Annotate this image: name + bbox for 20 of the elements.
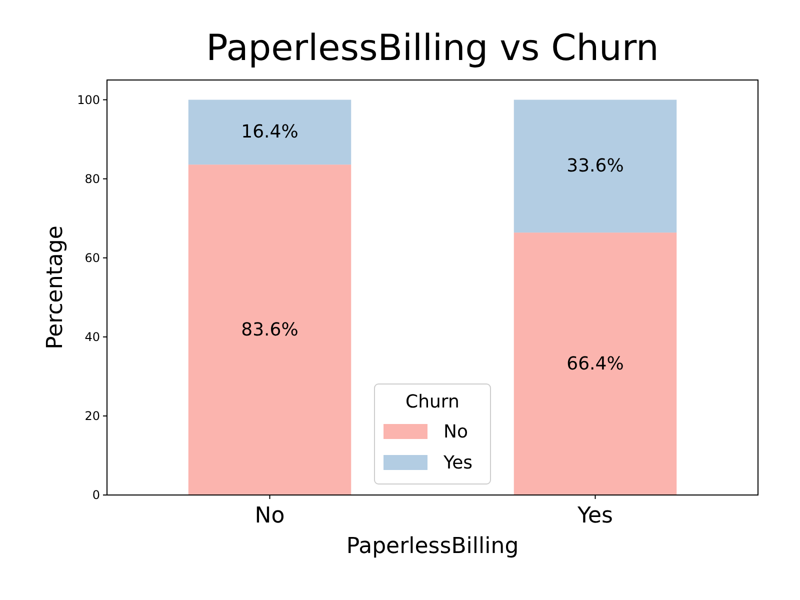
y-tick-label: 80 bbox=[84, 172, 100, 186]
y-tick-label: 40 bbox=[84, 330, 100, 344]
chart-title: PaperlessBilling vs Churn bbox=[206, 28, 659, 69]
y-tick-label: 20 bbox=[84, 408, 100, 423]
legend-label: No bbox=[444, 422, 468, 442]
data-label: 83.6% bbox=[241, 319, 298, 340]
data-label: 66.4% bbox=[566, 353, 624, 374]
y-axis-title: Percentage bbox=[43, 226, 68, 350]
y-tick-label: 100 bbox=[77, 92, 100, 107]
bar bbox=[514, 232, 677, 495]
y-tick-label: 0 bbox=[92, 488, 100, 502]
y-tick-label: 60 bbox=[84, 250, 100, 265]
bar bbox=[188, 164, 352, 495]
legend-label: Yes bbox=[442, 452, 473, 474]
legend-title: Churn bbox=[406, 392, 460, 412]
x-axis-title: PaperlessBilling bbox=[346, 534, 519, 559]
data-label: 16.4% bbox=[241, 122, 298, 143]
data-label: 33.6% bbox=[566, 156, 624, 177]
bar bbox=[514, 100, 677, 233]
bar bbox=[188, 100, 352, 165]
